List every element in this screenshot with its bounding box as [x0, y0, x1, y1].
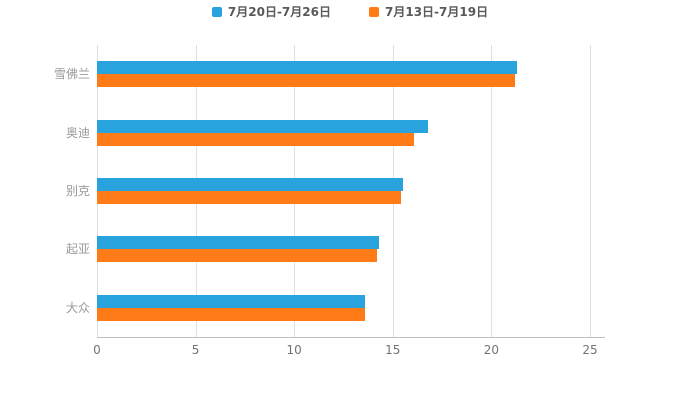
category-label-2: 别克: [65, 184, 90, 198]
legend-swatch-icon: [369, 7, 379, 17]
gridline-x-20: [491, 45, 493, 337]
bar-雪佛兰-series-0[interactable]: [97, 61, 518, 75]
bar-奥迪-series-0[interactable]: [97, 119, 429, 133]
bar-大众-series-0[interactable]: [97, 294, 366, 308]
x-tick-label-25: 25: [582, 343, 598, 357]
category-label-0: 雪佛兰: [53, 67, 90, 82]
plot-area: [97, 45, 605, 338]
category-label-3: 起亚: [65, 242, 90, 257]
x-tick-label-10: 10: [286, 343, 302, 357]
bar-雪佛兰-series-1[interactable]: [97, 74, 516, 88]
x-tick-label-0: 0: [93, 343, 101, 357]
bar-奥迪-series-1[interactable]: [97, 132, 415, 146]
bar-大众-series-1[interactable]: [97, 307, 366, 321]
legend: 7月20日-7月26日 7月13日-7月19日: [0, 6, 700, 18]
category-label-1: 奥迪: [65, 125, 90, 140]
bar-别克-series-0[interactable]: [97, 178, 403, 191]
legend-item-series-1[interactable]: 7月13日-7月19日: [369, 6, 488, 18]
gridline-x-25: [590, 45, 591, 337]
bar-起亚-series-0[interactable]: [97, 236, 379, 250]
x-tick-label-5: 5: [191, 343, 200, 357]
legend-label: 7月13日-7月19日: [385, 5, 489, 19]
legend-item-series-0[interactable]: 7月20日-7月26日: [211, 5, 331, 19]
bar-起亚-series-1[interactable]: [97, 249, 378, 263]
x-tick-label-20: 20: [483, 343, 500, 357]
bar-别克-series-1[interactable]: [97, 191, 401, 204]
legend-label: 7月20日-7月26日: [227, 5, 331, 19]
category-label-4: 大众: [65, 300, 90, 315]
legend-swatch-icon: [211, 7, 222, 17]
x-tick-label-15: 15: [385, 343, 401, 357]
